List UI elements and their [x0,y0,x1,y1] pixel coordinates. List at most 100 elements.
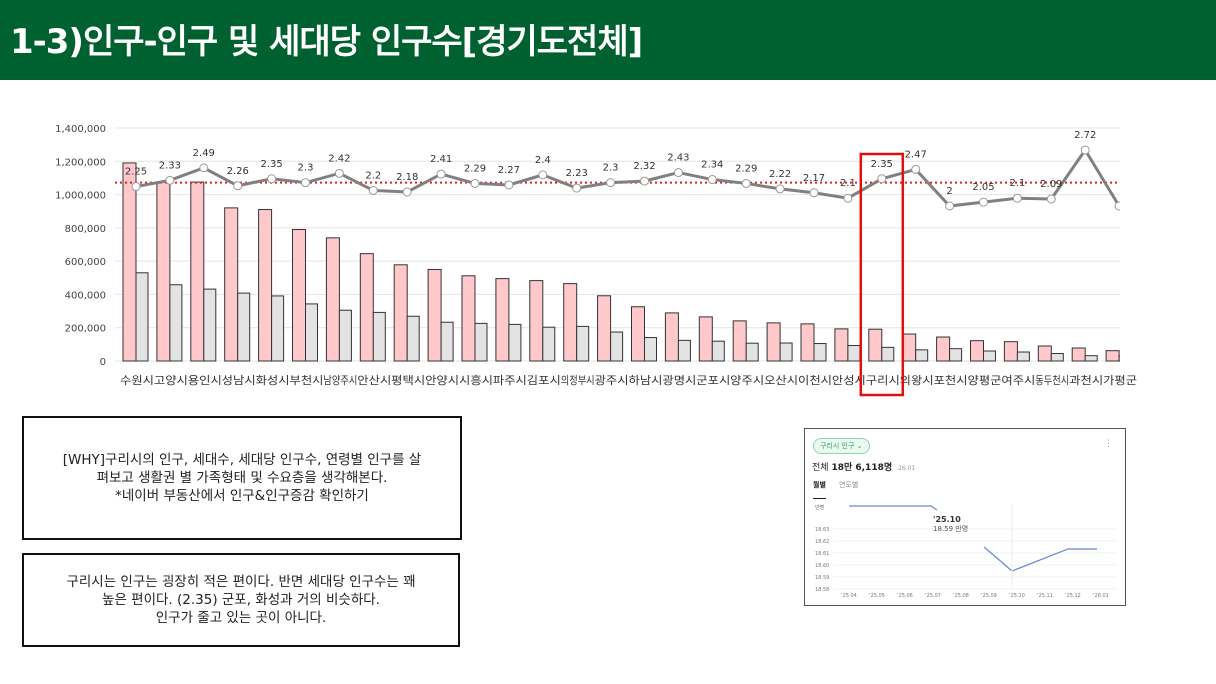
household-bar [881,346,895,362]
data-label: 2.26 [227,166,249,177]
x-tick-label: 의정부시 [561,374,595,387]
line-point [673,168,683,178]
household-bar [813,343,827,362]
mini-x-tick: '25.10 [1009,593,1025,599]
population-bar [664,312,679,362]
mini-y-tick: 18.60 [815,563,829,569]
household-bar [779,342,793,362]
note-line: *네이버 부동산에서 인구&인구증감 확인하기 [115,488,369,504]
x-tick-label: 남양주시 [323,374,357,387]
population-bar [631,306,645,362]
tab-monthly[interactable]: 월별 [813,480,826,499]
population-bar [224,207,239,362]
note-line: 구리시는 인구는 굉장히 적은 편이다. 반면 세대당 인구수는 꽤 [66,574,416,590]
note-conclusion: 구리시는 인구는 굉장히 적은 편이다. 반면 세대당 인구수는 꽤 높은 편이… [22,553,460,647]
line-point [1080,145,1090,155]
title-bar: 1-3)인구-인구 및 세대당 인구수[경기도전체] [0,0,1216,80]
y-tick-label: 400,000 [65,290,106,301]
x-tick-label: 파주시 [493,374,527,387]
line-point [741,178,751,188]
household-bar [711,340,725,362]
line-point [1114,201,1120,211]
household-bar [847,345,861,362]
region-dropdown[interactable]: 구리시 인구 ⌄ [813,438,870,454]
x-tick-label: 광명시 [662,374,696,387]
data-label: 2.35 [260,159,282,170]
household-bar [1084,355,1098,362]
household-bar [237,292,251,362]
data-label: 2.17 [803,173,825,184]
data-label: 2.3 [603,163,619,174]
y-tick-label: 800,000 [65,224,106,235]
population-bar [359,253,374,362]
note-line: 인구가 줄고 있는 곳이 아니다. [155,610,327,626]
x-tick-label: 포천시 [934,373,968,387]
population-bar [156,181,171,362]
household-bar [1050,353,1064,362]
page-title: 1-3)인구-인구 및 세대당 인구수[경기도전체] [10,22,643,62]
mini-x-tick: '25.06 [897,593,913,599]
line-point [606,178,616,188]
x-tick-label: 구리시 [866,374,900,387]
data-label: 2.29 [464,163,486,174]
y-tick-label: 1,000,000 [55,191,106,202]
data-label: 2 [946,186,952,197]
household-bar [508,323,522,362]
line-point [538,170,548,180]
line-point [945,201,955,211]
total-label: 전체 [812,463,829,473]
mini-x-tick: '25.08 [953,593,969,599]
population-bar [800,323,815,362]
data-label: 2.72 [1074,130,1096,141]
household-bar [135,272,149,362]
more-icon[interactable]: ⋮ [1104,439,1113,449]
data-label: 2.47 [905,149,927,160]
tooltip: '25.10 18.59 만명 [933,515,968,534]
x-tick-label: 고양시 [154,374,188,387]
tab-yearly[interactable]: 연도별 [839,481,859,489]
x-tick-label: 가평군 [1103,374,1137,387]
population-bar [393,264,408,362]
household-bar [983,350,996,362]
population-bar [1105,350,1120,362]
x-tick-label: 화성시 [256,374,290,387]
line-point [131,182,141,192]
data-label: 2.27 [498,165,520,176]
data-label: 2.2 [365,170,381,181]
household-size-line [135,147,1120,208]
x-tick-label: 여주시 [1001,374,1035,387]
line-point [402,187,412,197]
population-bar [766,322,781,362]
household-bar [677,339,691,362]
line-point [843,193,853,203]
total-population: 전체 18만 6,118명 26.01 [812,460,915,473]
population-bar [1003,341,1018,362]
population-bar [529,280,544,362]
mini-x-tick: '25.12 [1065,593,1081,599]
population-bar [122,162,137,362]
y-tick-label: 1,200,000 [55,157,106,168]
line-point [979,197,988,207]
household-bar [305,303,318,362]
data-label: 2.05 [972,182,994,193]
line-point [1012,193,1022,203]
data-label: 2.42 [328,153,350,164]
household-bar [1016,351,1030,362]
line-point [572,183,582,193]
tooltip-value: 18.59 만명 [933,525,969,533]
data-label: 2.22 [769,169,791,180]
household-bar [542,326,556,362]
data-label: 2.49 [193,148,215,159]
mini-x-tick: '25.05 [869,593,885,599]
population-bar [190,181,205,362]
note-line: 펴보고 생활권 별 가족형태 및 수요층을 생각해본다. [96,470,388,486]
mini-y-tick: 18.58 [815,587,829,593]
line-point [877,174,887,184]
x-tick-label: 안양시 [425,374,459,387]
population-bar [970,340,984,362]
mini-line [983,546,1097,572]
data-label: 2.35 [871,159,893,170]
population-bar [563,283,578,362]
line-point [233,181,243,191]
population-bar [698,316,713,362]
